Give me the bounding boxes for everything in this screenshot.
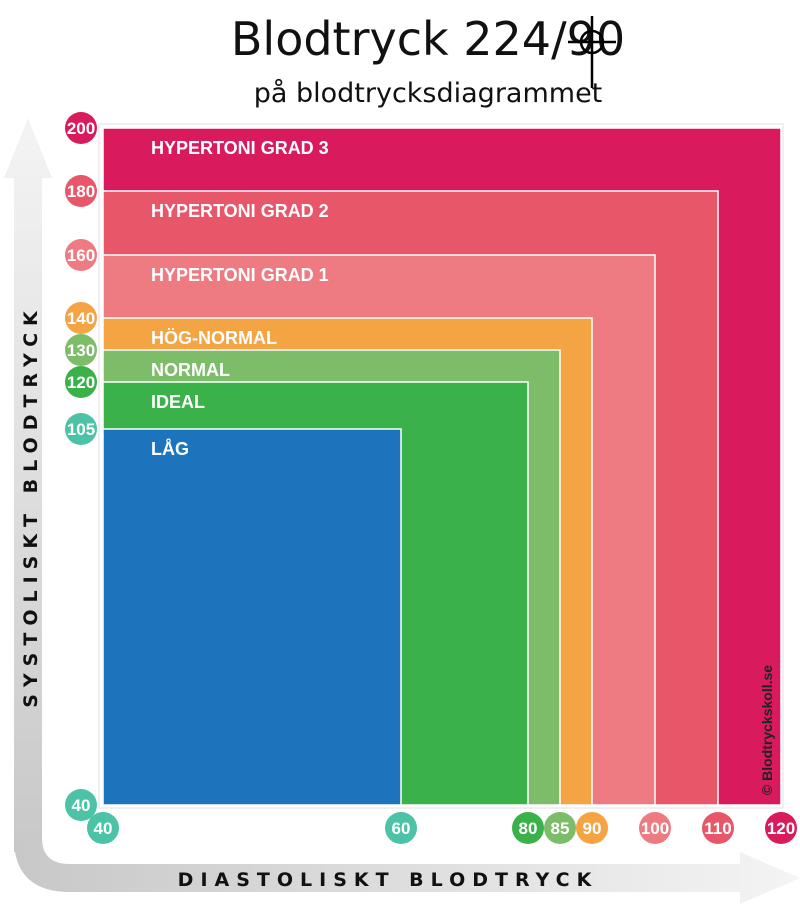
x-tick-label-120: 120 — [767, 819, 795, 838]
y-tick-label-40: 40 — [72, 796, 91, 815]
y-tick-label-160: 160 — [67, 246, 95, 265]
y-tick-label-180: 180 — [67, 182, 95, 201]
x-axis-title: DIASTOLISKT BLODTRYCK — [178, 869, 599, 891]
x-tick-badge-60 — [385, 812, 417, 844]
x-tick-badge-120 — [765, 812, 797, 844]
zone-label-lag: LÅG — [151, 439, 189, 459]
x-tick-badge-80 — [512, 812, 544, 844]
y-tick-badge-160 — [65, 239, 97, 271]
x-tick-label-80: 80 — [519, 819, 538, 838]
x-tick-badge-85 — [544, 812, 576, 844]
zone-label-normal: NORMAL — [151, 360, 230, 380]
x-tick-label-90: 90 — [583, 819, 602, 838]
x-tick-badge-110 — [702, 812, 734, 844]
credit-text: © Blodtryckskoll.se — [759, 665, 775, 795]
y-tick-badge-200 — [65, 112, 97, 144]
y-tick-label-105: 105 — [67, 420, 95, 439]
y-axis-arrow — [4, 118, 52, 852]
x-tick-badge-90 — [576, 812, 608, 844]
y-tick-label-200: 200 — [67, 119, 95, 138]
zone-label-hog-normal: HÖG-NORMAL — [151, 328, 277, 348]
y-tick-badge-105 — [65, 413, 97, 445]
zone-label-ideal: IDEAL — [151, 392, 205, 412]
page-subtitle: på blodtrycksdiagrammet — [253, 78, 603, 109]
y-axis-title: SYSTOLISKT BLODTRYCK — [20, 304, 42, 708]
zone-label-hypertoni-grad-3: HYPERTONI GRAD 3 — [151, 138, 329, 158]
x-tick-label-60: 60 — [392, 819, 411, 838]
x-tick-label-85: 85 — [551, 819, 570, 838]
zones-layer: HYPERTONI GRAD 3 HYPERTONI GRAD 2 HYPERTON… — [102, 127, 782, 806]
y-tick-badge-180 — [65, 175, 97, 207]
y-tick-label-140: 140 — [67, 309, 95, 328]
page-title: Blodtryck 224/90 — [230, 12, 626, 66]
y-tick-label-130: 130 — [67, 341, 95, 360]
x-tick-label-100: 100 — [641, 819, 669, 838]
x-tick-label-40: 40 — [94, 819, 113, 838]
x-axis-arrow — [14, 838, 800, 904]
y-tick-badge-40 — [65, 789, 97, 821]
y-tick-badge-140 — [65, 302, 97, 334]
zone-lag — [102, 428, 402, 806]
marker-layer — [568, 16, 616, 88]
y-tick-badge-120 — [65, 366, 97, 398]
reading-marker — [568, 16, 616, 88]
y-tick-label-120: 120 — [67, 373, 95, 392]
x-tick-badge-40 — [87, 812, 119, 844]
zone-label-hypertoni-grad-1: HYPERTONI GRAD 1 — [151, 265, 329, 285]
x-tick-badge-100 — [639, 812, 671, 844]
y-tick-badge-130 — [65, 334, 97, 366]
x-tick-label-110: 110 — [704, 819, 731, 838]
zone-label-hypertoni-grad-2: HYPERTONI GRAD 2 — [151, 201, 329, 221]
